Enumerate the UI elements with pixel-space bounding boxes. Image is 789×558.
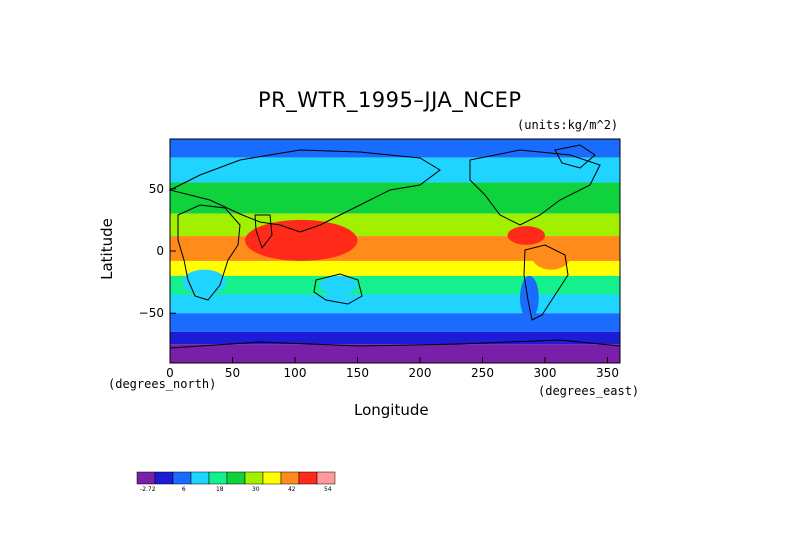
colorbar-label: 54	[324, 486, 332, 493]
x-tick-label: 350	[596, 366, 619, 380]
colorbar-label: 42	[288, 486, 296, 493]
colorbar-swatch	[208, 471, 228, 485]
x-tick-label: 200	[409, 366, 432, 380]
colorbar-swatch	[154, 471, 174, 485]
colorbar-label: 30	[252, 486, 260, 493]
field-band	[170, 213, 620, 237]
coastline-india	[254, 214, 273, 250]
field-band	[170, 260, 620, 276]
colorbar-swatch	[298, 471, 318, 485]
colorbar-label: 18	[216, 486, 224, 493]
field-band	[170, 157, 620, 183]
y-unit-label: (degrees_north)	[108, 377, 217, 391]
coastline-australia	[313, 273, 363, 305]
y-tick-label: −50	[139, 306, 164, 320]
coastline-africa	[177, 204, 241, 301]
chart-title: PR_WTR_1995–JJA_NCEP	[258, 88, 522, 112]
x-tick-label: 50	[225, 366, 240, 380]
field-region	[507, 226, 545, 245]
field-band	[170, 313, 620, 332]
x-tick-label: 0	[166, 366, 174, 380]
x-tick-label: 150	[346, 366, 369, 380]
field-band	[170, 275, 620, 295]
y-tick-label: 0	[156, 244, 164, 258]
x-tick-label: 250	[471, 366, 494, 380]
colorbar-swatch	[262, 471, 282, 485]
x-ticks: 0 50 100 150 200 250 300 350	[166, 357, 619, 380]
field-band	[170, 344, 620, 363]
field-band	[170, 331, 620, 345]
field-band	[170, 139, 620, 158]
x-tick-label: 300	[534, 366, 557, 380]
colorbar-swatch	[226, 471, 246, 485]
field-region	[520, 275, 539, 320]
colorbar-swatch	[244, 471, 264, 485]
units-label: (units:kg/m^2)	[517, 118, 619, 132]
colorbar-label: 6	[182, 486, 186, 493]
y-tick-label: 50	[149, 182, 164, 196]
colorbar-swatch	[316, 471, 336, 485]
colorbar-swatch	[190, 471, 210, 485]
colorbar: -2.72 6 18 30 42 54	[136, 471, 336, 493]
coastline-antarctica	[169, 339, 621, 349]
field-band	[170, 182, 620, 214]
field-region	[320, 275, 358, 295]
x-unit-label: (degrees_east)	[538, 384, 640, 398]
coastline-eurasia	[168, 149, 441, 233]
colorbar-swatch	[172, 471, 192, 485]
coastline-greenland	[554, 144, 596, 169]
colorbar-label: -2.72	[140, 486, 156, 493]
heatmap-field	[170, 139, 620, 363]
coastline-overlay	[168, 144, 621, 349]
field-region	[182, 269, 227, 295]
coastline-north-america	[469, 149, 601, 226]
coastline-south-america	[523, 244, 569, 321]
field-region	[295, 236, 339, 258]
colorbar-swatch	[280, 471, 300, 485]
y-ticks: 50 0 −50	[139, 182, 176, 320]
x-tick-label: 100	[284, 366, 307, 380]
x-axis-label: Longitude	[354, 401, 429, 419]
colorbar-swatch	[136, 471, 156, 485]
field-region	[532, 244, 570, 270]
field-band	[170, 294, 620, 314]
